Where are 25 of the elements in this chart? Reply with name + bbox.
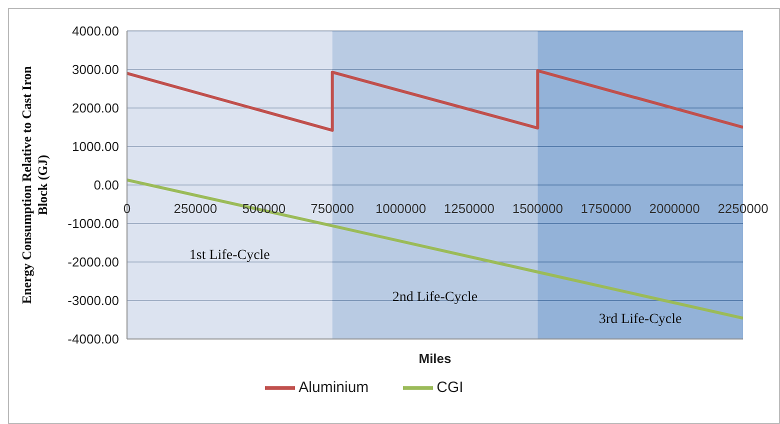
x-tick-label: 250000 <box>174 201 218 216</box>
x-tick-label: 1250000 <box>444 201 495 216</box>
y-tick-label: 4000.00 <box>72 24 119 39</box>
legend-label: Aluminium <box>298 378 369 396</box>
y-tick-label: 2000.00 <box>72 100 119 116</box>
y-tick-label: -4000.00 <box>68 332 119 347</box>
legend-label: CGI <box>436 378 464 396</box>
y-tick-label: 1000.00 <box>72 139 119 154</box>
band-label: 3rd Life-Cycle <box>598 312 682 327</box>
band-label: 2nd Life-Cycle <box>392 290 478 305</box>
x-tick-label: 750000 <box>310 201 354 216</box>
x-tick-label: 2250000 <box>718 201 768 216</box>
y-axis-title: Energy Consumption Relative to Cast Iron Block (GJ) <box>19 65 50 304</box>
x-tick-label: 1750000 <box>580 201 632 216</box>
y-tick-label: 3000.00 <box>72 62 119 78</box>
y-tick-label: -1000.00 <box>68 216 119 232</box>
band-label: 1st Life-Cycle <box>189 248 270 263</box>
x-tick-label: 1500000 <box>512 201 563 216</box>
y-tick-label: 0.00 <box>94 178 119 193</box>
x-tick-label: 1000000 <box>375 201 426 216</box>
x-axis-title: Miles <box>418 351 452 366</box>
x-tick-label: 2000000 <box>649 201 700 216</box>
y-tick-label: -3000.00 <box>68 293 119 308</box>
line-series <box>127 69 743 132</box>
y-tick-label: -2000.00 <box>68 254 119 270</box>
